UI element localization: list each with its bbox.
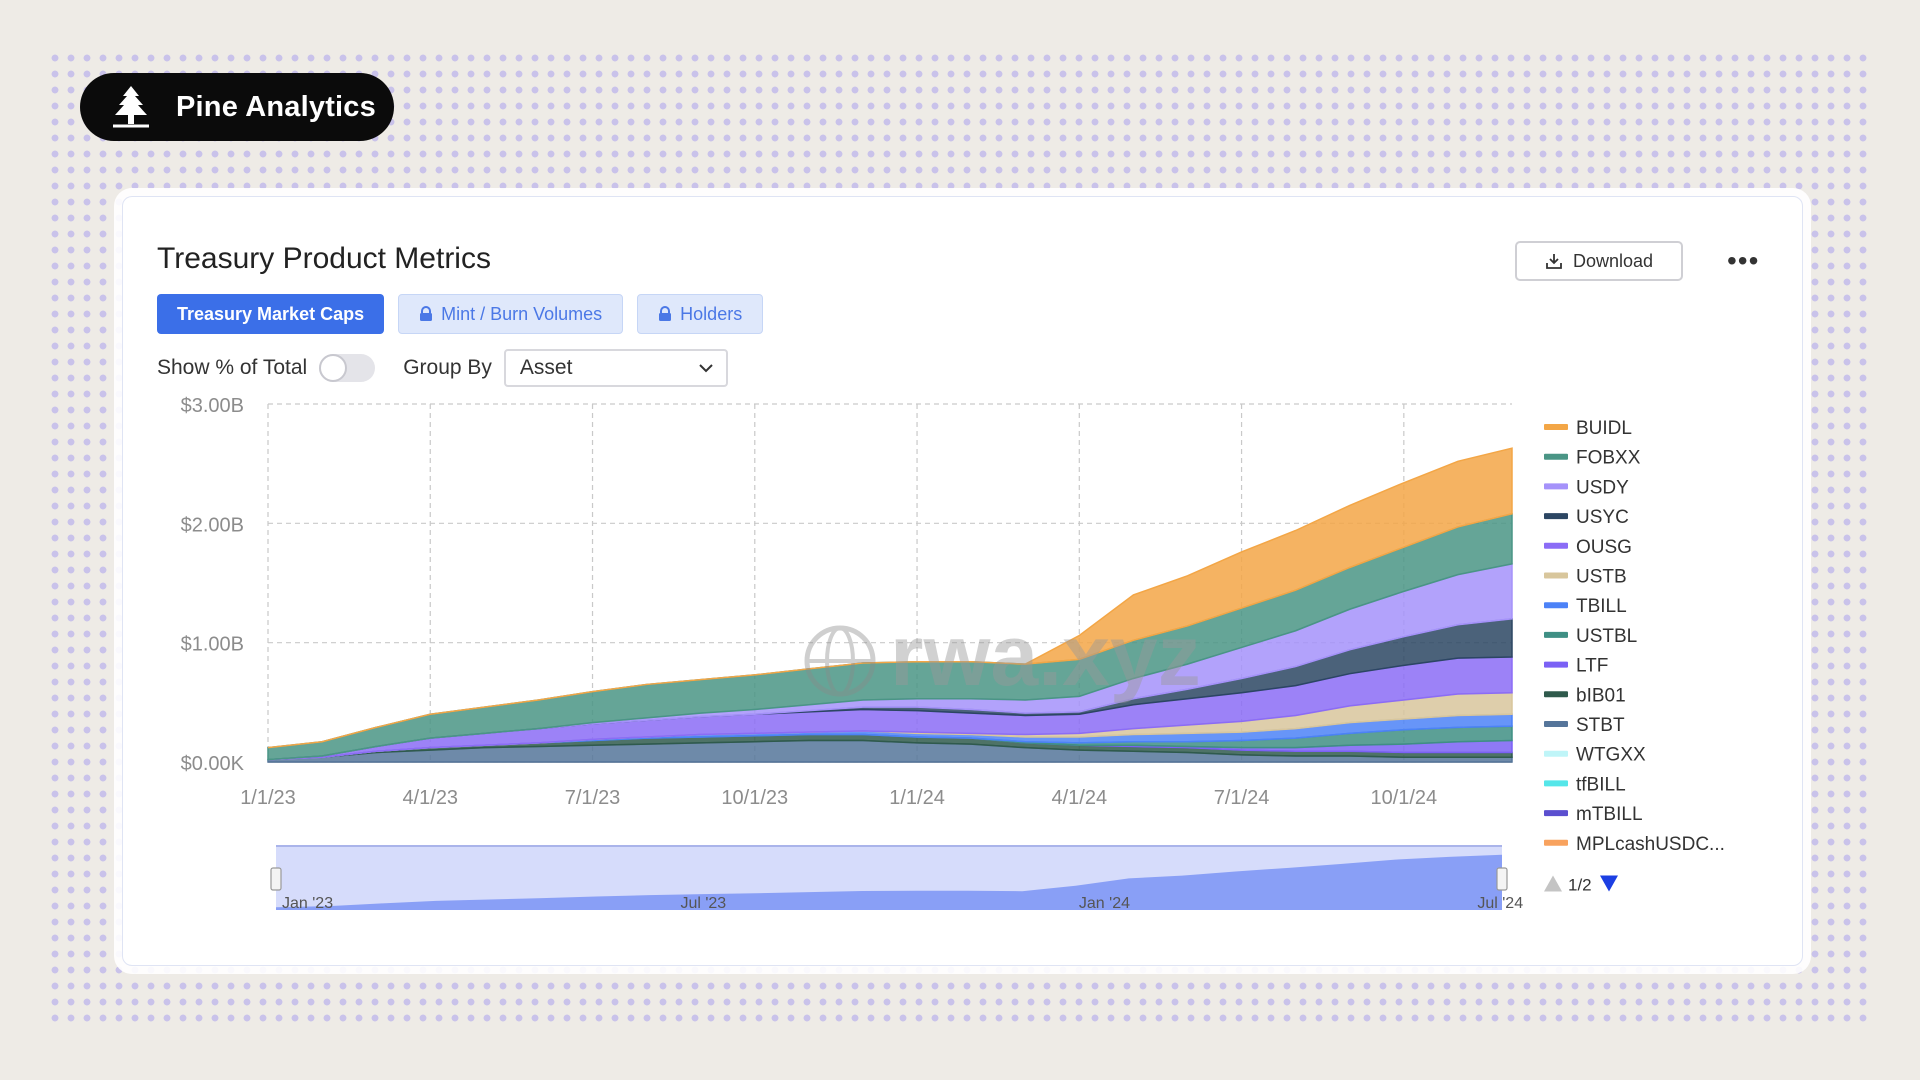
globe-meridian (825, 626, 855, 696)
legend-label-wtgxx: WTGXX (1576, 745, 1646, 766)
tab-label: Mint / Burn Volumes (441, 303, 603, 324)
series-area-buidl (267, 447, 1513, 749)
group-by-label: Group By (403, 356, 492, 379)
legend-label-ustb: USTB (1576, 567, 1627, 588)
legend-prev-page-icon (1544, 875, 1562, 892)
chart-card: Treasury Product Metrics Download ••• Tr… (122, 196, 1803, 966)
legend-label-usdy: USDY (1576, 477, 1629, 498)
legend-swatch (1544, 602, 1568, 609)
tab-mint-burn-volumes[interactable]: Mint / Burn Volumes (398, 294, 624, 334)
download-label: Download (1572, 250, 1654, 271)
group-by-select[interactable]: Asset (503, 349, 728, 387)
legend-swatch (1544, 750, 1568, 757)
y-tick-label: $2.00B (181, 514, 244, 536)
legend-swatch (1544, 453, 1568, 460)
x-tick-label: 1/1/23 (240, 787, 296, 809)
y-tick-label: $3.00B (181, 395, 244, 417)
legend-swatch (1544, 631, 1568, 638)
pine-tree-icon (113, 86, 149, 128)
toggle-knob (319, 354, 348, 382)
more-options-button[interactable]: ••• (1727, 245, 1760, 276)
legend-label-mtbill: mTBILL (1576, 804, 1643, 825)
x-tick-label: 7/1/24 (1214, 787, 1270, 809)
x-tick-label: 10/1/23 (721, 787, 788, 809)
legend-label-mplcashusdc: MPLcashUSDC... (1576, 834, 1725, 855)
navigator-label: Jul '24 (1477, 895, 1523, 912)
lock-icon (659, 306, 672, 321)
x-tick-label: 1/1/24 (889, 787, 945, 809)
legend-label-ustbl: USTBL (1576, 626, 1637, 647)
navigator-series-area (276, 854, 1502, 910)
globe-outline (804, 625, 876, 697)
legend-label-ltf: LTF (1576, 656, 1608, 677)
navigator-left-handle[interactable] (270, 867, 282, 891)
chart-controls: Show % of Total Group By Asset (157, 349, 728, 387)
brand-badge: Pine Analytics (80, 73, 394, 141)
legend-swatch (1544, 721, 1568, 727)
legend-swatch (1544, 424, 1568, 430)
chevron-down-icon (699, 364, 713, 373)
group-by-value: Asset (519, 356, 573, 379)
download-button[interactable]: Download (1515, 241, 1683, 281)
legend-next-page-icon (1600, 875, 1618, 892)
watermark-globe-icon (804, 625, 876, 697)
legend-swatch (1544, 513, 1568, 520)
metric-tabs: Treasury Market Caps Mint / Burn Volumes… (157, 294, 764, 334)
navigator-label: Jan '23 (282, 895, 333, 912)
tab-label: Treasury Market Caps (177, 303, 365, 324)
legend-swatch (1544, 780, 1568, 787)
legend-swatch (1544, 691, 1568, 698)
card-title: Treasury Product Metrics (157, 242, 491, 275)
y-tick-label: $0.00K (181, 753, 245, 775)
show-pct-toggle[interactable] (319, 354, 376, 382)
tab-treasury-market-caps[interactable]: Treasury Market Caps (157, 294, 385, 334)
legend-swatch (1544, 810, 1568, 817)
show-pct-label: Show % of Total (157, 356, 308, 379)
legend-swatch (1544, 661, 1568, 668)
y-tick-label: $1.00B (181, 634, 244, 656)
legend-swatch (1544, 839, 1568, 846)
lock-icon (420, 306, 433, 321)
x-tick-label: 4/1/24 (1051, 787, 1107, 809)
legend-label-stbt: STBT (1576, 715, 1625, 736)
legend-label-usyc: USYC (1576, 507, 1629, 528)
legend-label-buidl: BUIDL (1576, 418, 1632, 439)
brand-name: Pine Analytics (176, 90, 376, 123)
navigator-label: Jan '24 (1079, 895, 1130, 912)
legend-label-bib01: bIB01 (1576, 685, 1626, 706)
download-icon (1546, 254, 1562, 269)
legend-swatch (1544, 572, 1568, 579)
x-tick-label: 4/1/23 (402, 787, 458, 809)
x-tick-label: 7/1/23 (565, 787, 621, 809)
x-tick-label: 10/1/24 (1370, 787, 1437, 809)
legend-label-ousg: OUSG (1576, 537, 1632, 558)
watermark-text: rwa.xyz (890, 608, 1201, 704)
tab-label: Holders (680, 303, 743, 324)
navigator-right-handle[interactable] (1496, 867, 1508, 891)
legend-swatch (1544, 483, 1568, 490)
legend-label-tfbill: tfBILL (1576, 774, 1626, 795)
navigator-label: Jul '23 (680, 895, 726, 912)
tab-holders[interactable]: Holders (637, 294, 764, 334)
legend-label-fobxx: FOBXX (1576, 448, 1641, 469)
legend-label-tbill: TBILL (1576, 596, 1627, 617)
legend-page-indicator: 1/2 (1568, 876, 1592, 895)
legend-swatch (1544, 542, 1568, 549)
